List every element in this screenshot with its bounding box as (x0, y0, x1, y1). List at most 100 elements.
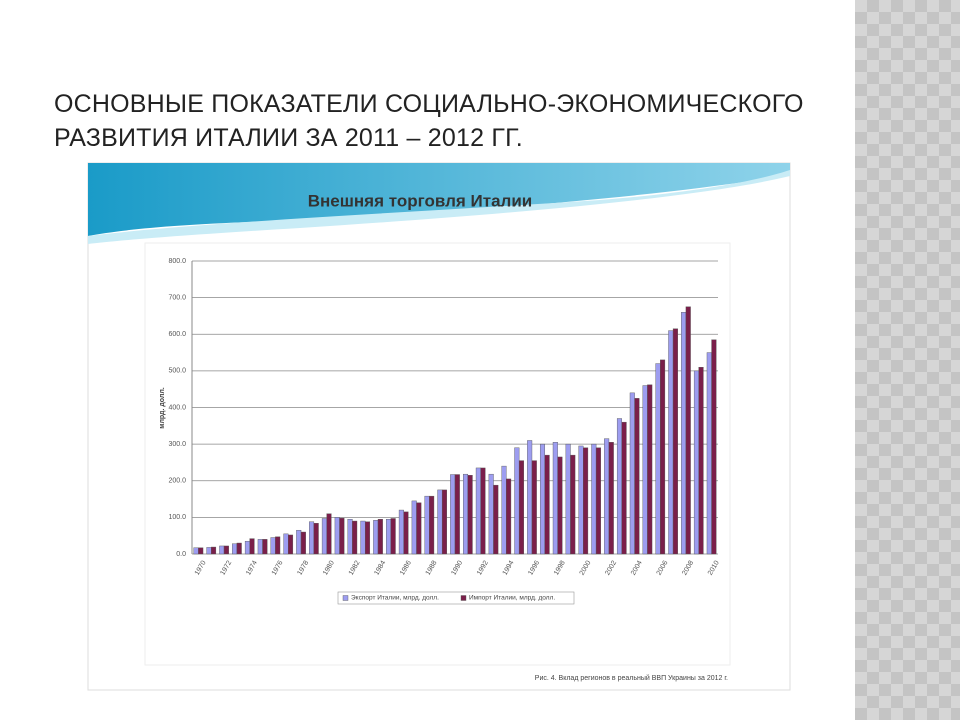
bar (463, 473, 469, 555)
bar (347, 519, 353, 555)
bar (441, 489, 447, 555)
bar (262, 539, 268, 555)
bar (416, 502, 422, 555)
bar (232, 543, 238, 555)
bar (698, 367, 704, 555)
y-tick-label: 400.0 (168, 404, 186, 411)
bar (296, 529, 302, 555)
bar (424, 495, 430, 555)
bar (283, 533, 289, 555)
bar (621, 421, 627, 555)
bar (711, 339, 717, 555)
bar (629, 392, 635, 555)
bar (604, 438, 610, 555)
y-tick-label: 0.0 (176, 551, 186, 558)
bar (693, 370, 699, 555)
banner-swoosh (88, 170, 790, 244)
bar (288, 534, 294, 555)
y-axis-label: млрд. долл. (159, 387, 166, 428)
bar (514, 447, 520, 555)
bar (475, 467, 481, 555)
bar (364, 521, 371, 555)
slide-title: РАЗВИТИЯ ИТАЛИИ ЗА 2011 – 2012 ГГ. (54, 124, 523, 152)
bar (275, 536, 281, 555)
bar (583, 447, 589, 555)
chart-title: Внешняя торговля Италии (308, 191, 532, 210)
bar (236, 542, 242, 555)
bar (634, 398, 640, 555)
y-tick-label: 300.0 (168, 441, 186, 448)
bar (219, 545, 225, 555)
bar (493, 484, 499, 555)
y-tick-label: 100.0 (168, 514, 186, 521)
bar (591, 443, 597, 555)
legend-label: Импорт Италии, млрд. долл. (469, 595, 555, 602)
bar (668, 330, 674, 555)
bar (557, 456, 563, 555)
bar (681, 312, 687, 555)
bar (326, 513, 332, 555)
bar (244, 540, 250, 555)
bar (249, 538, 255, 555)
bar (570, 454, 576, 555)
bar (647, 384, 653, 555)
legend-swatch (342, 595, 349, 601)
bar (300, 531, 306, 555)
bar (193, 547, 199, 555)
y-tick-label: 800.0 (168, 258, 186, 265)
legend-swatch (460, 595, 467, 601)
bar (223, 545, 229, 555)
bar (352, 520, 358, 555)
bar (501, 465, 507, 555)
legend-label: Экспорт Италии, млрд. долл. (351, 595, 439, 602)
caption: Рис. 4. Вклад регионов в реальный ВВП Ук… (535, 674, 728, 682)
bar (539, 443, 546, 555)
bar (429, 495, 435, 555)
bar (706, 352, 712, 555)
y-tick-label: 700.0 (168, 294, 186, 301)
bar (467, 475, 473, 555)
bar (377, 519, 383, 555)
bar (578, 445, 584, 555)
legend-box (337, 591, 575, 605)
bar (206, 547, 212, 555)
bar (373, 520, 379, 555)
bar (398, 509, 404, 555)
bar (655, 363, 661, 555)
bar (454, 474, 460, 555)
y-tick-label: 600.0 (168, 331, 186, 338)
bar (198, 547, 204, 555)
bar (390, 518, 396, 555)
bar (660, 359, 666, 555)
bar (488, 473, 494, 555)
bar (257, 539, 263, 555)
bar (642, 385, 648, 555)
bar (450, 474, 456, 555)
bar (672, 328, 678, 555)
bar (386, 519, 392, 555)
slide-title: ОСНОВНЫЕ ПОКАЗАТЕЛИ СОЦИАЛЬНО-ЭКОНОМИЧЕС… (54, 90, 804, 118)
y-tick-label: 200.0 (168, 478, 186, 485)
bar (552, 442, 558, 555)
bar (616, 418, 622, 555)
bar (608, 442, 614, 555)
banner (88, 163, 790, 236)
bar (595, 447, 601, 555)
bar (309, 521, 315, 555)
bar (518, 460, 524, 555)
side-pattern (855, 0, 960, 720)
bar (531, 460, 537, 555)
bar (685, 306, 691, 555)
bar (506, 478, 512, 555)
bar (360, 520, 366, 555)
bar (339, 517, 345, 555)
bar (565, 443, 571, 555)
bar (544, 454, 550, 555)
bar (527, 440, 533, 555)
bar (480, 467, 486, 555)
bar (211, 546, 217, 555)
bar (411, 500, 417, 555)
bar (437, 489, 443, 555)
